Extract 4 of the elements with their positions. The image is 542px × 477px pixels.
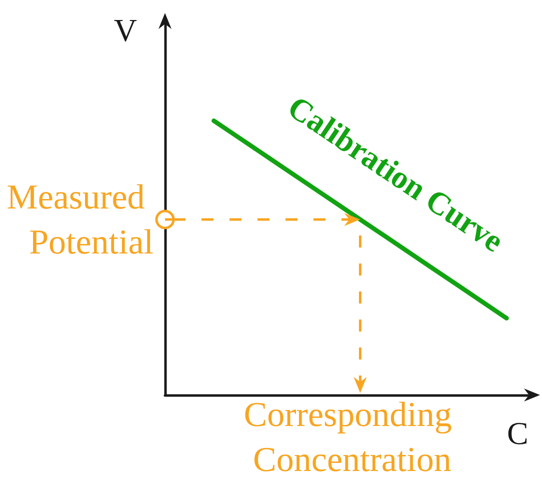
y-axis-title: V (114, 12, 137, 48)
x-axis-title: C (507, 415, 528, 451)
text: Corresponding Concentration (244, 395, 461, 477)
ref-line-label: Measured Potential (6, 177, 154, 262)
